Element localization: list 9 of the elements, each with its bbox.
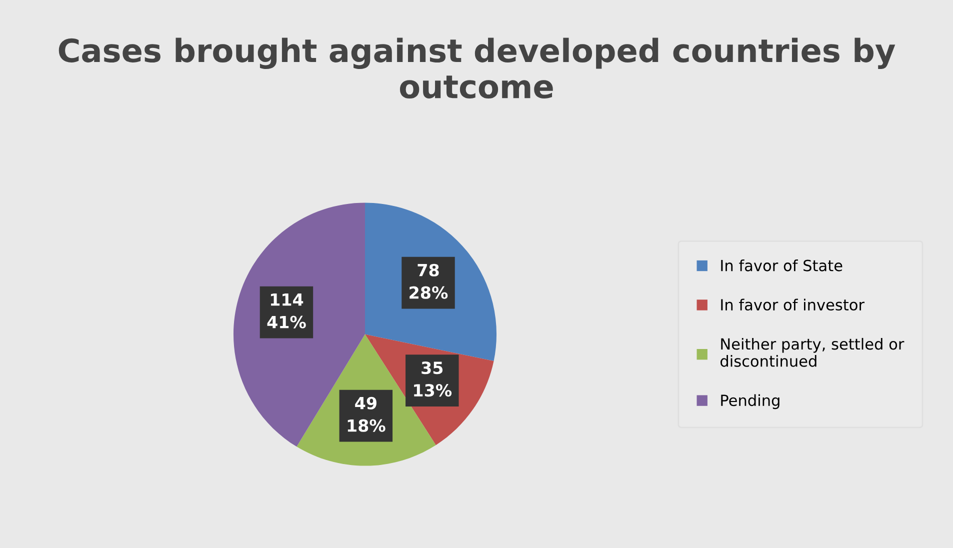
legend-label: In favor of State [721,259,842,272]
chart-title: Cases brought against developed countries by outcome [58,38,896,99]
legend-label: In favor of investor [721,298,865,311]
data-label: 78 28% [410,264,448,299]
data-label: 35 13% [414,362,452,397]
legend-label: Pending [721,394,780,410]
data-label: 114 41% [267,293,306,328]
data-label: 49 18% [348,396,386,432]
legend-label: Neither party, settled or discontinued [720,338,904,367]
